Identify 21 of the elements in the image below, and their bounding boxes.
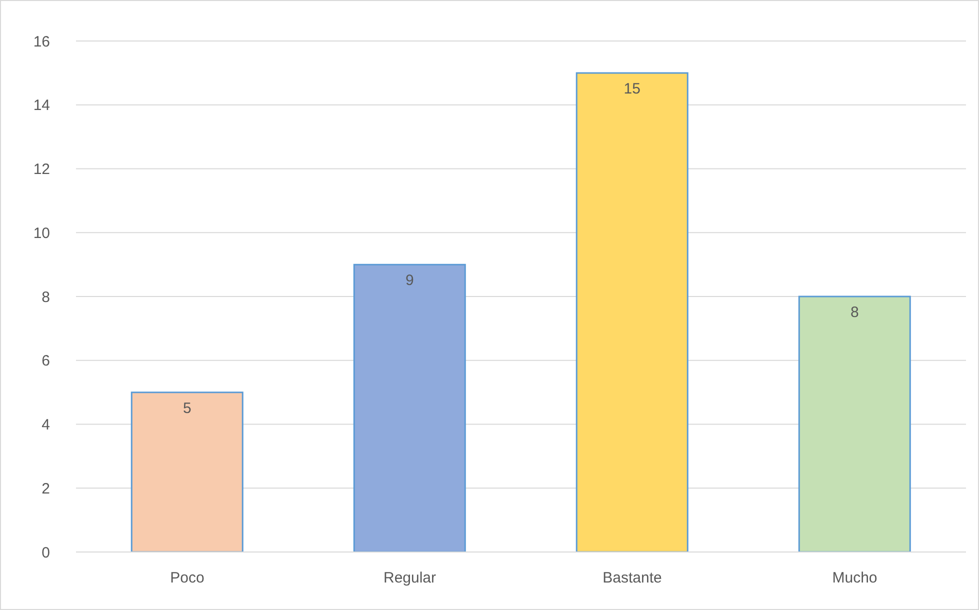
x-tick-label: Bastante — [602, 570, 662, 587]
data-label: 15 — [624, 80, 640, 98]
bar — [798, 296, 911, 552]
data-label: 9 — [405, 272, 414, 290]
x-tick-label: Mucho — [832, 570, 878, 587]
x-tick-label: Poco — [170, 570, 204, 587]
y-tick-label: 2 — [42, 480, 50, 498]
x-tick-label: Regular — [383, 570, 436, 587]
y-tick-label: 10 — [33, 224, 50, 242]
y-tick-label: 6 — [42, 352, 50, 370]
y-tick-label: 0 — [42, 544, 50, 562]
y-tick-label: 16 — [33, 33, 50, 50]
y-tick-label: 14 — [33, 97, 50, 114]
data-label: 5 — [182, 400, 192, 417]
y-tick-label: 4 — [42, 416, 50, 434]
bar — [130, 392, 244, 552]
y-tick-label: 12 — [33, 161, 50, 178]
bar — [576, 72, 688, 552]
y-tick-label: 8 — [42, 288, 50, 306]
bar — [353, 264, 466, 552]
data-label: 8 — [850, 304, 859, 322]
